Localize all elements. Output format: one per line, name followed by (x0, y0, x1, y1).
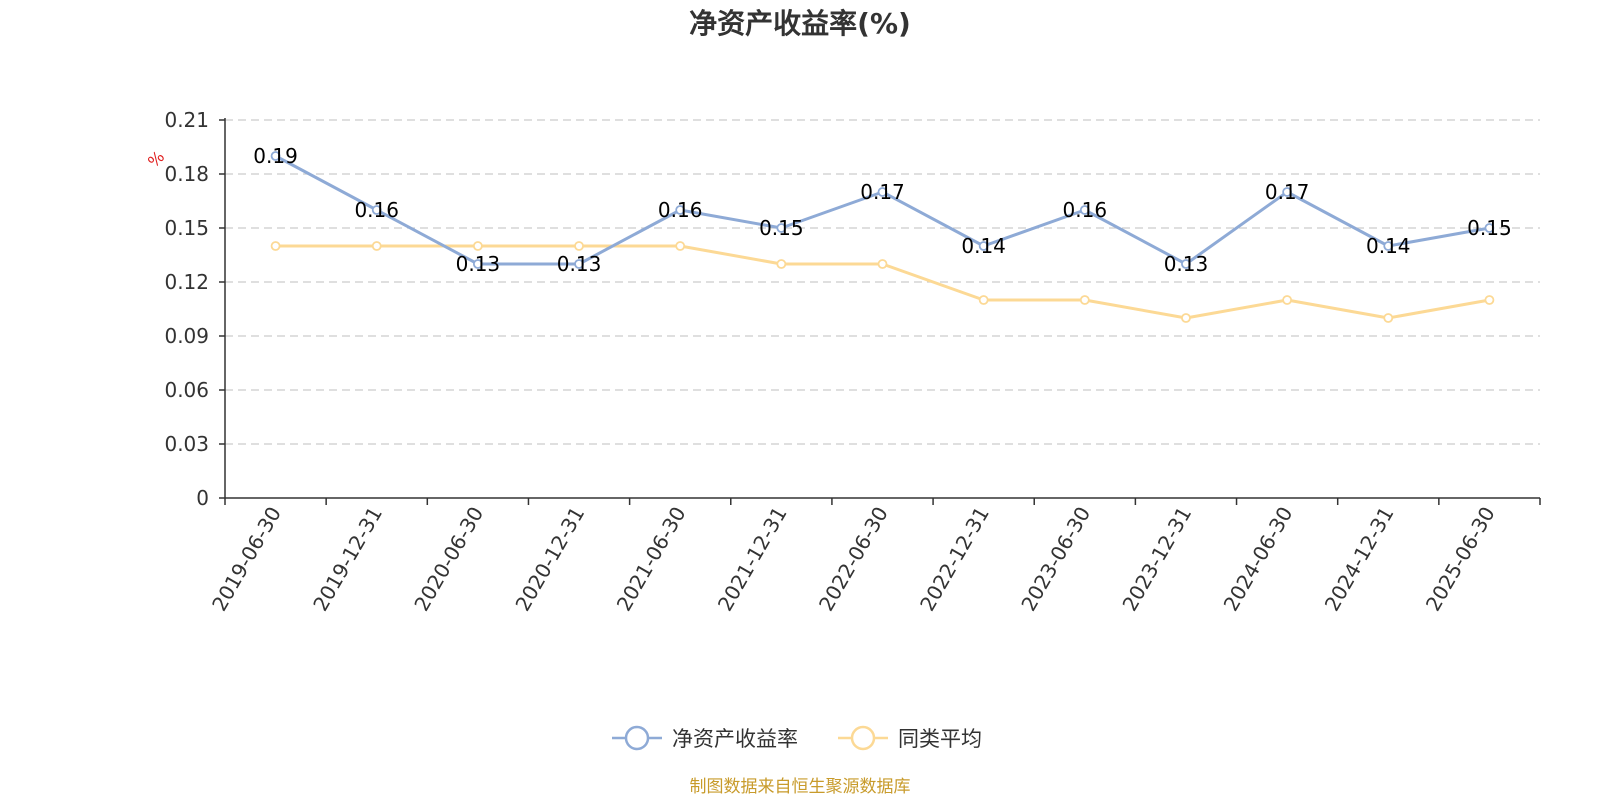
data-label: 0.13 (557, 252, 602, 276)
data-label: 0.19 (253, 144, 298, 168)
data-label: 0.14 (1366, 234, 1411, 258)
legend-marker-icon (850, 725, 876, 751)
x-tick-label: 2022-06-30 (814, 503, 893, 616)
data-point[interactable] (877, 259, 888, 269)
data-point[interactable] (776, 259, 787, 269)
data-point[interactable] (1282, 295, 1293, 305)
x-tick-label: 2019-12-31 (308, 503, 387, 616)
data-point[interactable] (1383, 241, 1394, 251)
x-tick-label: 2020-12-31 (510, 503, 589, 616)
legend-item-2[interactable]: 同类平均 (838, 725, 982, 751)
data-point[interactable] (371, 205, 382, 215)
data-point[interactable] (1383, 313, 1394, 323)
data-point[interactable] (270, 241, 281, 251)
data-label: 0.13 (456, 252, 501, 276)
x-tick-label: 2019-06-30 (207, 503, 286, 616)
data-point[interactable] (574, 241, 584, 251)
data-point[interactable] (1079, 205, 1090, 215)
chart-title: 净资产收益率(%) (689, 7, 911, 40)
x-tick-label: 2023-12-31 (1117, 503, 1196, 616)
series-layer: 0.19 0.16 0.13 0.13 0.16 0.15 0.17 0.14 0.16 0.13… (253, 144, 1512, 323)
data-point[interactable] (776, 223, 787, 233)
data-point[interactable] (675, 241, 686, 251)
series-2 (270, 241, 1495, 323)
data-point[interactable] (877, 187, 888, 197)
data-point[interactable] (1484, 295, 1495, 305)
data-point[interactable] (472, 259, 483, 269)
x-tick-label: 2022-12-31 (915, 503, 994, 616)
data-label: 0.14 (961, 234, 1006, 258)
legend-label: 净资产收益率 (672, 727, 798, 751)
data-label: 0.16 (354, 198, 399, 222)
series-line (274, 154, 1490, 266)
x-tick-label: 2021-06-30 (612, 503, 691, 616)
x-tick-label: 2023-06-30 (1016, 503, 1095, 616)
data-label: 0.15 (759, 216, 804, 240)
data-point[interactable] (270, 151, 281, 161)
y-tick-label: 0.03 (164, 432, 209, 456)
data-point[interactable] (1181, 259, 1191, 269)
x-tick-label: 2024-12-31 (1320, 503, 1399, 616)
data-label: 0.17 (860, 180, 905, 204)
legend-marker-icon (624, 725, 650, 751)
legend-item-1[interactable]: 净资产收益率 (612, 725, 798, 751)
y-tick-label: 0.15 (164, 216, 209, 240)
source-note: 制图数据来自恒生聚源数据库 (690, 777, 911, 797)
x-tick-label: 2020-06-30 (409, 503, 488, 616)
data-label: 0.15 (1467, 216, 1512, 240)
data-point[interactable] (1484, 223, 1495, 233)
y-tick-label: 0.21 (164, 108, 209, 132)
axes: 0 0.03 0.06 0.09 0.12 0.15 0.18 0.21 2019-06-30 2… (164, 108, 1541, 616)
data-point[interactable] (675, 205, 686, 215)
data-point[interactable] (371, 241, 382, 251)
data-point[interactable] (978, 241, 989, 251)
data-label: 0.13 (1164, 252, 1209, 276)
y-tick-label: 0.12 (164, 270, 209, 294)
x-tick-label: 2024-06-30 (1219, 503, 1298, 616)
data-label: 0.17 (1265, 180, 1310, 204)
data-point[interactable] (978, 295, 989, 305)
data-label: 0.16 (1063, 198, 1108, 222)
data-point[interactable] (1282, 187, 1293, 197)
legend-label: 同类平均 (898, 727, 982, 751)
series-1: 0.19 0.16 0.13 0.13 0.16 0.15 0.17 0.14 0.16 0.13… (253, 144, 1511, 276)
data-point[interactable] (574, 259, 584, 269)
y-tick-label: 0.09 (164, 324, 209, 348)
data-point[interactable] (472, 241, 483, 251)
x-tick-label: 2025-06-30 (1421, 503, 1500, 616)
data-label: 0.16 (658, 198, 703, 222)
legend: 净资产收益率 同类平均 (612, 725, 982, 751)
y-tick-label: 0.06 (164, 378, 209, 402)
grid-lines (225, 119, 1540, 445)
data-point[interactable] (1079, 295, 1090, 305)
data-point[interactable] (1181, 313, 1191, 323)
y-tick-label: 0.18 (164, 162, 209, 186)
x-tick-label: 2021-12-31 (713, 503, 792, 616)
y-tick-label: 0 (196, 486, 209, 510)
